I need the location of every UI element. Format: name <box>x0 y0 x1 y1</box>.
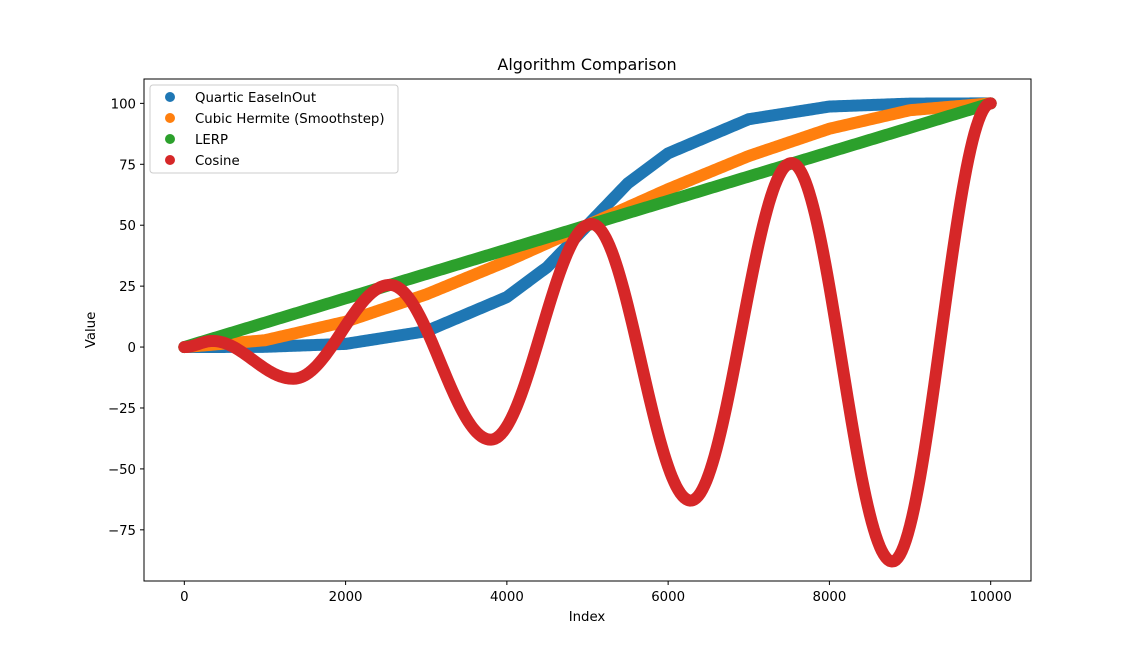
y-axis: −75 −50 −25 0 25 50 75 100 <box>108 97 144 539</box>
legend-marker <box>165 155 175 165</box>
legend-marker <box>165 113 175 123</box>
x-tick-label: 2000 <box>329 590 363 605</box>
plot-marks <box>178 97 997 568</box>
legend-marker <box>165 134 175 144</box>
x-tick-label: 6000 <box>651 590 685 605</box>
x-axis-label: Index <box>569 610 606 625</box>
series-cosine <box>178 97 997 568</box>
y-tick-label: 75 <box>119 158 136 173</box>
legend-label: LERP <box>195 133 228 148</box>
legend-label: Cubic Hermite (Smoothstep) <box>195 112 385 127</box>
x-tick-label: 0 <box>180 590 188 605</box>
chart-title: Algorithm Comparison <box>497 55 676 74</box>
x-tick-label: 10000 <box>970 590 1012 605</box>
legend-box <box>149 84 399 174</box>
legend-label: Quartic EaseInOut <box>195 91 316 106</box>
y-axis-label: Value <box>84 312 99 349</box>
legend-marker <box>165 92 175 102</box>
y-tick-label: −75 <box>108 524 136 539</box>
legend-label: Cosine <box>195 154 240 169</box>
plot-frame <box>143 78 1032 582</box>
y-tick-label: 0 <box>128 341 136 356</box>
x-tick-label: 4000 <box>490 590 524 605</box>
legend: Quartic EaseInOut Cubic Hermite (Smoothst… <box>149 84 399 174</box>
y-tick-label: 100 <box>111 97 136 112</box>
y-tick-label: −25 <box>108 402 136 417</box>
y-tick-label: 25 <box>119 280 136 295</box>
y-tick-label: −50 <box>108 463 136 478</box>
x-tick-label: 8000 <box>812 590 846 605</box>
y-tick-label: 50 <box>119 219 136 234</box>
x-axis: 0 2000 4000 6000 8000 10000 <box>180 581 1012 605</box>
